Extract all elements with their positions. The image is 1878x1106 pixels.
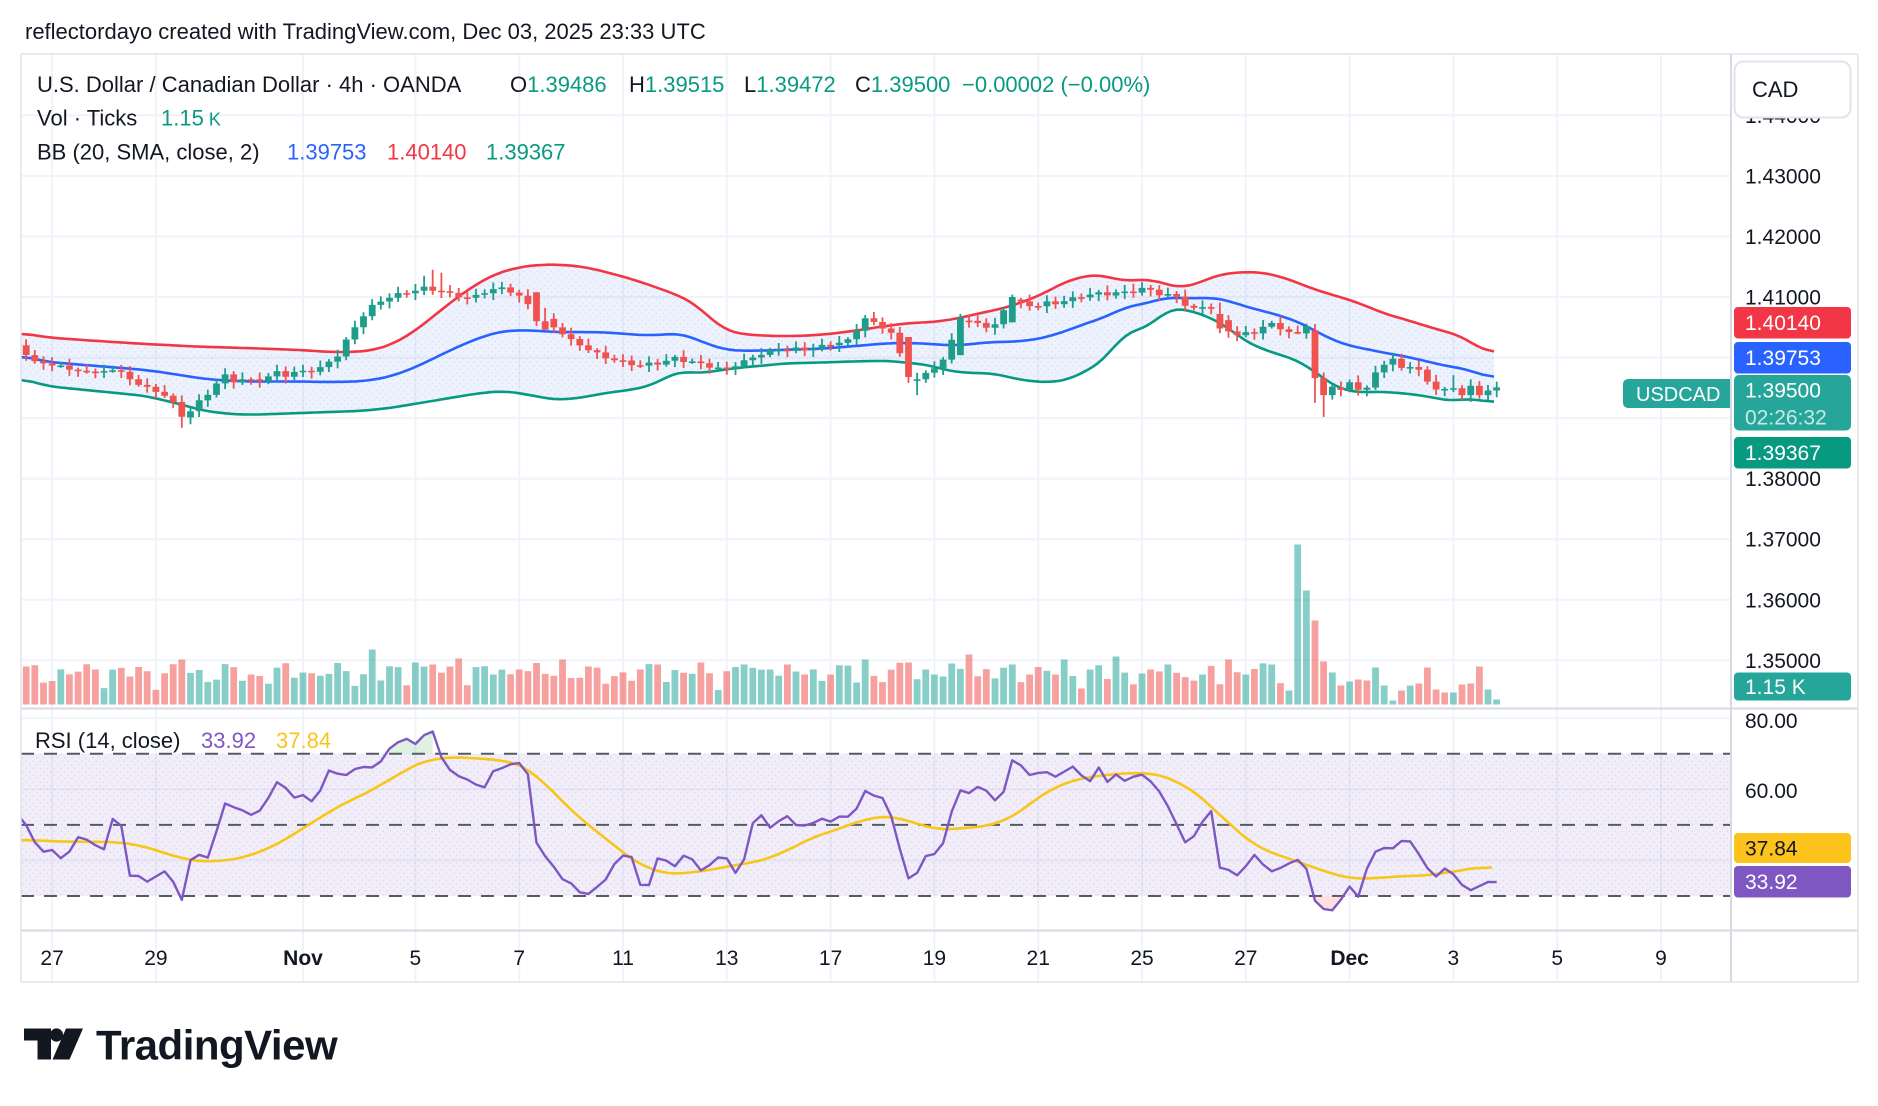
svg-text:1.39367: 1.39367	[1745, 442, 1821, 465]
svg-text:reflectordayo created with Tra: reflectordayo created with TradingView.c…	[25, 19, 706, 44]
svg-text:RSI (14, close): RSI (14, close)	[35, 728, 181, 753]
svg-text:BB (20, SMA, close, 2): BB (20, SMA, close, 2)	[37, 140, 260, 165]
svg-text:1.38000: 1.38000	[1745, 468, 1821, 491]
svg-text:33.92: 33.92	[1745, 871, 1798, 894]
svg-text:80.00: 80.00	[1745, 710, 1798, 733]
svg-text:1.42000: 1.42000	[1745, 226, 1821, 249]
svg-text:37.84: 37.84	[1745, 838, 1798, 861]
svg-text:Vol · Ticks: Vol · Ticks	[37, 106, 137, 131]
svg-text:1.35000: 1.35000	[1745, 650, 1821, 673]
svg-text:1.39753: 1.39753	[287, 140, 367, 165]
svg-text:37.84: 37.84	[276, 728, 331, 753]
svg-text:1.43000: 1.43000	[1745, 165, 1821, 188]
svg-text:1.15 K: 1.15 K	[161, 106, 221, 131]
svg-text:1.39753: 1.39753	[1745, 347, 1821, 370]
svg-text:TradingView: TradingView	[96, 1022, 338, 1069]
svg-text:17: 17	[819, 947, 842, 970]
svg-text:U.S. Dollar / Canadian Dollar: U.S. Dollar / Canadian Dollar · 4h · OAN…	[37, 72, 462, 97]
svg-text:1.15 K: 1.15 K	[1745, 676, 1806, 699]
svg-text:O1.39486: O1.39486	[510, 72, 607, 97]
svg-text:1.39500: 1.39500	[1745, 380, 1821, 403]
svg-text:29: 29	[144, 947, 167, 970]
svg-text:−0.00002 (−0.00%): −0.00002 (−0.00%)	[962, 72, 1150, 97]
svg-text:3: 3	[1448, 947, 1460, 970]
svg-text:1.41000: 1.41000	[1745, 287, 1821, 310]
svg-text:25: 25	[1130, 947, 1153, 970]
svg-text:L1.39472: L1.39472	[744, 72, 836, 97]
svg-text:21: 21	[1027, 947, 1050, 970]
svg-text:H1.39515: H1.39515	[629, 72, 724, 97]
svg-text:Nov: Nov	[283, 947, 323, 970]
svg-text:USDCAD: USDCAD	[1636, 384, 1720, 406]
svg-text:5: 5	[1551, 947, 1563, 970]
svg-text:CAD: CAD	[1752, 77, 1798, 102]
svg-text:1.37000: 1.37000	[1745, 529, 1821, 552]
svg-text:5: 5	[410, 947, 422, 970]
svg-text:13: 13	[715, 947, 738, 970]
svg-text:60.00: 60.00	[1745, 780, 1798, 803]
svg-text:11: 11	[612, 947, 634, 970]
svg-text:19: 19	[923, 947, 946, 970]
svg-text:C1.39500: C1.39500	[855, 72, 950, 97]
svg-text:Dec: Dec	[1330, 947, 1369, 970]
svg-text:7: 7	[513, 947, 525, 970]
svg-text:33.92: 33.92	[201, 728, 256, 753]
svg-text:27: 27	[1234, 947, 1257, 970]
svg-text:27: 27	[40, 947, 63, 970]
svg-text:1.36000: 1.36000	[1745, 589, 1821, 612]
svg-text:02:26:32: 02:26:32	[1745, 407, 1827, 430]
svg-text:1.40140: 1.40140	[1745, 312, 1821, 335]
svg-text:1.39367: 1.39367	[486, 140, 566, 165]
svg-text:1.40140: 1.40140	[387, 140, 467, 165]
svg-text:9: 9	[1655, 947, 1667, 970]
